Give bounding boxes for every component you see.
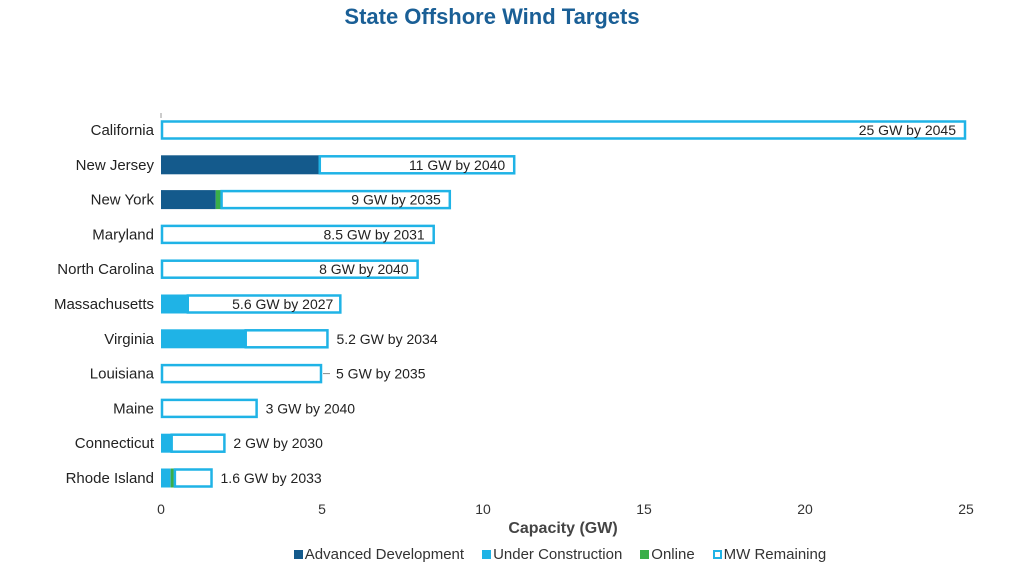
data-label: 8.5 GW by 2031 (324, 226, 425, 242)
legend-label: MW Remaining (723, 546, 827, 563)
data-label: 1.6 GW by 2033 (221, 470, 322, 486)
x-tick-label: 5 (318, 501, 326, 517)
legend-swatch-under-construction (482, 550, 492, 559)
legend-label: Online (651, 546, 695, 563)
bar-mw-remaining (186, 294, 342, 314)
category-label: Massachusetts (54, 296, 154, 313)
legend-label: Advanced Development (304, 546, 465, 563)
x-tick-label: 20 (797, 501, 813, 517)
bar-mw-remaining (160, 120, 967, 140)
legend-item-online: Online (640, 546, 695, 563)
bar-mw-remaining (173, 468, 213, 488)
category-label: Connecticut (75, 435, 155, 452)
data-label: 5.6 GW by 2027 (232, 296, 333, 312)
legend: Advanced Development Under Construction … (48, 546, 1024, 563)
bar-under-construction (161, 433, 171, 453)
data-label: 25 GW by 2045 (859, 122, 956, 138)
bar-under-construction (161, 468, 171, 488)
bar-mw-remaining (318, 155, 516, 175)
category-label: Virginia (104, 331, 154, 348)
bar-mw-remaining (160, 363, 323, 384)
x-tick-label: 10 (475, 501, 491, 517)
category-label: New Jersey (76, 157, 155, 174)
data-label: 5 GW by 2035 (336, 366, 426, 382)
chart-title: State Offshore Wind Targets (344, 4, 640, 29)
category-label: Rhode Island (66, 470, 154, 487)
data-label: 3 GW by 2040 (266, 400, 356, 416)
bar-mw-remaining (160, 259, 419, 279)
bar-online (170, 468, 174, 488)
bar-under-construction (161, 294, 187, 314)
bar-mw-remaining (160, 224, 435, 245)
category-label: California (91, 122, 155, 139)
legend-swatch-advanced-development (293, 550, 303, 559)
category-label: Maine (113, 400, 154, 417)
category-label: New York (91, 192, 155, 209)
bar-mw-remaining (244, 329, 329, 349)
x-tick-label: 25 (958, 501, 974, 517)
category-label: Maryland (92, 226, 154, 243)
bar-under-construction (161, 329, 245, 349)
bar-mw-remaining (160, 398, 258, 419)
data-label: 11 GW by 2040 (409, 157, 505, 173)
legend-item-advanced-development: Advanced Development (293, 546, 465, 563)
data-label: 8 GW by 2040 (319, 261, 409, 277)
bar-advanced-development (161, 190, 216, 210)
x-axis-title: Capacity (GW) (508, 520, 617, 537)
legend-item-under-construction: Under Construction (482, 546, 622, 563)
data-label: 2 GW by 2030 (233, 435, 323, 451)
legend-swatch-online (640, 550, 650, 559)
x-tick-label: 0 (157, 501, 165, 517)
category-label: North Carolina (57, 261, 154, 278)
bar-advanced-development (161, 155, 319, 175)
bar-online (215, 190, 221, 210)
data-label: 5.2 GW by 2034 (336, 331, 437, 347)
bar-mw-remaining (170, 433, 226, 453)
legend-item-mw-remaining: MW Remaining (712, 546, 827, 563)
x-tick-label: 15 (636, 501, 652, 517)
legend-swatch-mw-remaining (712, 550, 722, 559)
category-label: Louisiana (90, 366, 155, 383)
bar-mw-remaining (220, 189, 452, 210)
data-label: 9 GW by 2035 (351, 192, 441, 208)
legend-label: Under Construction (493, 546, 623, 563)
